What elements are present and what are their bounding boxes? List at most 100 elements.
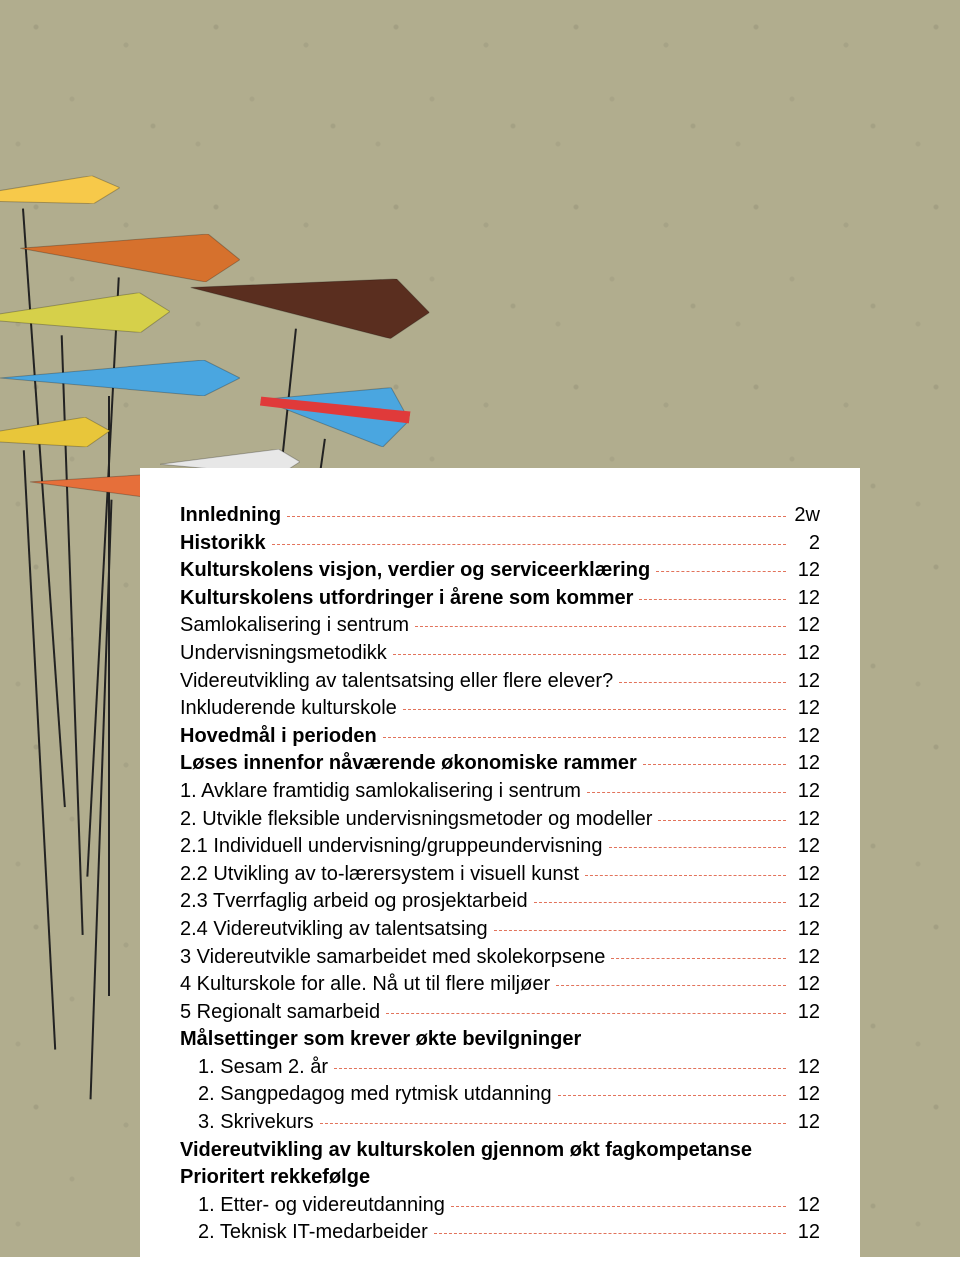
toc-row: Inkluderende kulturskole 12: [180, 695, 820, 723]
toc-row: 2.1 Individuell undervisning/gruppeunder…: [180, 833, 820, 861]
toc-label: Inkluderende kulturskole: [180, 695, 397, 723]
toc-row: 2.3 Tverrfaglig arbeid og prosjektarbeid…: [180, 888, 820, 916]
toc-page: 12: [792, 833, 820, 861]
toc-row: Undervisningsmetodikk 12: [180, 640, 820, 668]
toc-label: Løses innenfor nåværende økonomiske ramm…: [180, 750, 637, 778]
toc-label: 2.2 Utvikling av to-lærersystem i visuel…: [180, 861, 579, 889]
toc-leader: [658, 820, 786, 821]
toc-row: Videreutvikling av talentsatsing eller f…: [180, 668, 820, 696]
toc-label: Prioritert rekkefølge: [180, 1164, 370, 1192]
paper-plane-icon: [0, 174, 121, 214]
toc-row: 3 Videreutvikle samarbeidet med skolekor…: [180, 944, 820, 972]
toc-row: Historikk 2: [180, 530, 820, 558]
toc-page: 12: [792, 999, 820, 1027]
toc-row: Samlokalisering i sentrum 12: [180, 612, 820, 640]
paper-plane-icon: [0, 360, 240, 396]
paper-plane-icon: [257, 370, 414, 450]
toc-leader: [534, 902, 786, 903]
toc-page: 12: [792, 1109, 820, 1137]
toc-leader: [415, 626, 786, 627]
toc-page: 12: [792, 640, 820, 668]
toc-leader: [287, 516, 786, 517]
toc-row: 2. Utvikle fleksible undervisningsmetode…: [180, 806, 820, 834]
toc-label: 2.1 Individuell undervisning/gruppeunder…: [180, 833, 603, 861]
toc-page: 12: [792, 1192, 820, 1220]
paper-plane-icon: [0, 292, 171, 339]
toc-row: 3. Skrivekurs12: [180, 1109, 820, 1137]
toc-page: 12: [792, 750, 820, 778]
toc-leader: [386, 1013, 786, 1014]
toc-label: Kulturskolens utfordringer i årene som k…: [180, 585, 633, 613]
toc-leader: [643, 764, 786, 765]
toc-leader: [494, 930, 786, 931]
paper-plane-icon: [0, 416, 111, 454]
toc-row: Målsettinger som krever økte bevilgninge…: [180, 1026, 820, 1054]
toc-page: 12: [792, 557, 820, 585]
toc-row: Løses innenfor nåværende økonomiske ramm…: [180, 750, 820, 778]
toc-label: 2.3 Tverrfaglig arbeid og prosjektarbeid: [180, 888, 528, 916]
toc-leader: [619, 682, 786, 683]
toc-page: 12: [792, 778, 820, 806]
toc-leader: [383, 737, 786, 738]
toc-page: 2: [792, 530, 820, 558]
toc-leader: [556, 985, 786, 986]
toc-label: Samlokalisering i sentrum: [180, 612, 409, 640]
toc-page: 12: [792, 585, 820, 613]
toc-label: 2. Teknisk IT-medarbeider: [198, 1219, 428, 1247]
toc-leader: [451, 1206, 786, 1207]
toc-label: 2.4 Videreutvikling av talentsatsing: [180, 916, 488, 944]
toc-label: Kulturskolens visjon, verdier og service…: [180, 557, 650, 585]
toc-card: Innledning 2w Historikk 2 Kulturskolens visj…: [140, 468, 860, 1287]
toc-label: Historikk: [180, 530, 266, 558]
toc-label: Undervisningsmetodikk: [180, 640, 387, 668]
toc-page: 12: [792, 1219, 820, 1247]
toc-page: 12: [792, 1054, 820, 1082]
toc-row: Innledning 2w: [180, 502, 820, 530]
toc-leader: [639, 599, 786, 600]
toc-row: 4 Kulturskole for alle. Nå ut til flere …: [180, 971, 820, 999]
toc-label: 4 Kulturskole for alle. Nå ut til flere …: [180, 971, 550, 999]
toc-page: 12: [792, 888, 820, 916]
toc-leader: [587, 792, 786, 793]
toc-page: 12: [792, 695, 820, 723]
toc-label: 3 Videreutvikle samarbeidet med skolekor…: [180, 944, 605, 972]
toc-row: 1. Sesam 2. år 12: [180, 1054, 820, 1082]
toc-leader: [320, 1123, 786, 1124]
toc-leader: [585, 875, 786, 876]
toc-leader: [558, 1095, 786, 1096]
toc-row: 2.4 Videreutvikling av talentsatsing12: [180, 916, 820, 944]
toc-label: 5 Regionalt samarbeid: [180, 999, 380, 1027]
toc-row: 1. Etter- og videreutdanning12: [180, 1192, 820, 1220]
toc-page: 12: [792, 668, 820, 696]
toc-leader: [393, 654, 786, 655]
toc-row: 2. Teknisk IT-medarbeider 12: [180, 1219, 820, 1247]
toc-row: Kulturskolens utfordringer i årene som k…: [180, 585, 820, 613]
toc-leader: [611, 958, 786, 959]
toc-page: 12: [792, 971, 820, 999]
toc-row: 2. Sangpedagog med rytmisk utdanning 12: [180, 1081, 820, 1109]
toc-label: 1. Sesam 2. år: [198, 1054, 328, 1082]
paper-plane-icon: [188, 258, 433, 343]
toc-leader: [434, 1233, 786, 1234]
toc-page: 12: [792, 861, 820, 889]
toc-page: 12: [792, 723, 820, 751]
toc-label: Målsettinger som krever økte bevilgninge…: [180, 1026, 581, 1054]
toc-row: Hovedmål i perioden 12: [180, 723, 820, 751]
toc-row: Kulturskolens visjon, verdier og service…: [180, 557, 820, 585]
toc-page: 2w: [792, 502, 820, 530]
toc-label: 2. Utvikle fleksible undervisningsmetode…: [180, 806, 652, 834]
toc-page: 12: [792, 1081, 820, 1109]
toc-row: 5 Regionalt samarbeid 12: [180, 999, 820, 1027]
toc-label: 2. Sangpedagog med rytmisk utdanning: [198, 1081, 552, 1109]
toc-page: 12: [792, 806, 820, 834]
toc-label: 1. Avklare framtidig samlokalisering i s…: [180, 778, 581, 806]
toc-row: 1. Avklare framtidig samlokalisering i s…: [180, 778, 820, 806]
toc-leader: [609, 847, 786, 848]
toc-label: Videreutvikling av talentsatsing eller f…: [180, 668, 613, 696]
toc-page: 12: [792, 612, 820, 640]
toc-label: Videreutvikling av kulturskolen gjennom …: [180, 1137, 752, 1165]
toc-leader: [403, 709, 786, 710]
toc-leader: [272, 544, 786, 545]
toc-label: Hovedmål i perioden: [180, 723, 377, 751]
toc-label: Innledning: [180, 502, 281, 530]
